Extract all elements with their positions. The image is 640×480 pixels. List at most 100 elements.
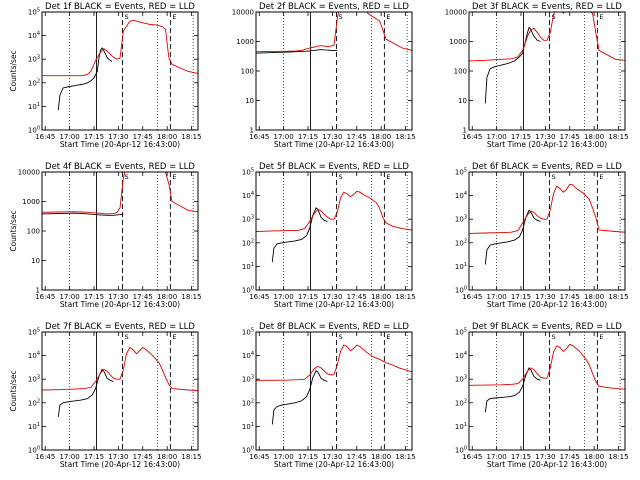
series-line-lld [469,183,625,234]
start-annotation: S [124,13,128,21]
series-group [256,344,412,425]
x-tick-label: 17:30 [322,133,342,141]
series-line-lld [469,12,625,62]
start-annotation: S [124,333,128,341]
y-tick-label: 101 [242,262,254,271]
x-tick-label: 16:45 [249,293,269,301]
x-tick-label: 17:30 [535,133,555,141]
series-group [469,343,625,413]
x-tick-label: 17:30 [535,453,555,461]
series-line-lld [256,344,412,381]
x-tick-label: 18:15 [395,133,415,141]
y-tick-label: 104 [28,351,40,360]
series-line-events [271,207,328,263]
y-tick-label: 1 [36,287,40,295]
plot-frame [255,331,413,451]
y-tick-label: 100 [455,446,467,455]
x-tick-label: 17:15 [511,453,531,461]
panel-title: Det 6f BLACK = Events, RED = LLD [472,162,622,172]
y-tick-label: 104 [455,351,467,360]
marker-lines [283,172,408,290]
x-tick-label: 17:30 [108,453,128,461]
x-tick-label: 17:45 [133,133,153,141]
x-tick-label: 17:00 [487,453,507,461]
x-axis-label: Start Time (20-Apr-12 16:43:00) [274,460,394,469]
series-group [469,12,625,104]
plot-frame [468,331,626,451]
x-tick-label: 18:00 [157,453,177,461]
plot-frame [468,171,626,291]
start-annotation: S [338,13,342,21]
x-tick-label: 18:15 [608,453,628,461]
x-tick-label: 17:45 [133,293,153,301]
x-tick-label: 17:30 [322,453,342,461]
x-tick-label: 16:45 [35,293,55,301]
x-tick-label: 17:00 [60,133,80,141]
x-tick-label: 17:15 [84,293,104,301]
y-tick-label: 10000 [18,169,40,177]
series-line-lld [42,19,198,77]
x-tick-label: 17:45 [560,293,580,301]
y-tick-label: 101 [242,422,254,431]
series-line-events [484,209,541,265]
x-tick-label: 16:45 [35,133,55,141]
x-tick-label: 17:15 [298,133,318,141]
end-annotation: E [172,333,176,341]
series-group [42,172,198,216]
series-line-events [484,367,541,413]
x-tick-label: 17:00 [274,293,294,301]
x-tick-label: 18:00 [157,133,177,141]
x-tick-label: 17:30 [108,293,128,301]
panel-title: Det 8f BLACK = Events, RED = LLD [259,322,409,332]
plot-frame [41,171,199,291]
y-tick-label: 102 [242,398,254,407]
panel-title: Det 1f BLACK = Events, RED = LLD [45,2,195,12]
y-tick-label: 100 [455,286,467,295]
y-tick-label: 103 [242,375,254,384]
end-annotation: E [599,13,603,21]
x-tick-label: 17:45 [133,453,153,461]
x-tick-label: 17:15 [511,133,531,141]
x-tick-label: 17:45 [347,293,367,301]
panel-title: Det 5f BLACK = Events, RED = LLD [259,162,409,172]
x-tick-label: 17:00 [60,453,80,461]
x-tick-label: 18:00 [157,293,177,301]
y-tick-label: 100 [242,446,254,455]
x-tick-label: 18:15 [395,293,415,301]
y-tick-label: 101 [455,262,467,271]
y-tick-label: 104 [455,191,467,200]
y-tick-label: 105 [455,168,467,177]
marker-lines [69,332,194,450]
y-tick-label: 100 [27,228,40,236]
marker-lines [496,12,621,130]
plot-frame [468,11,626,131]
y-tick-label: 10 [31,257,40,265]
x-tick-label: 17:00 [487,133,507,141]
end-annotation: E [172,173,176,181]
x-tick-label: 17:15 [298,453,318,461]
y-tick-label: 103 [455,375,467,384]
x-tick-label: 17:30 [108,133,128,141]
x-tick-label: 18:00 [371,453,391,461]
y-tick-label: 102 [28,398,40,407]
x-tick-label: 18:15 [181,133,201,141]
y-tick-label: 101 [28,102,40,111]
series-group [256,190,412,263]
series-line-events [271,369,328,425]
start-annotation: S [124,173,128,181]
y-tick-label: 105 [455,328,467,337]
marker-lines [69,172,194,290]
x-tick-label: 17:15 [298,293,318,301]
series-line-lld [256,12,412,53]
marker-lines [69,12,194,130]
series-line-events [57,47,113,111]
y-axis-label: Counts/sec [9,370,18,411]
x-axis-label: Start Time (20-Apr-12 16:43:00) [274,140,394,149]
x-tick-label: 17:30 [322,293,342,301]
panel-title: Det 7f BLACK = Events, RED = LLD [45,322,195,332]
start-annotation: S [551,173,555,181]
y-tick-label: 102 [242,238,254,247]
